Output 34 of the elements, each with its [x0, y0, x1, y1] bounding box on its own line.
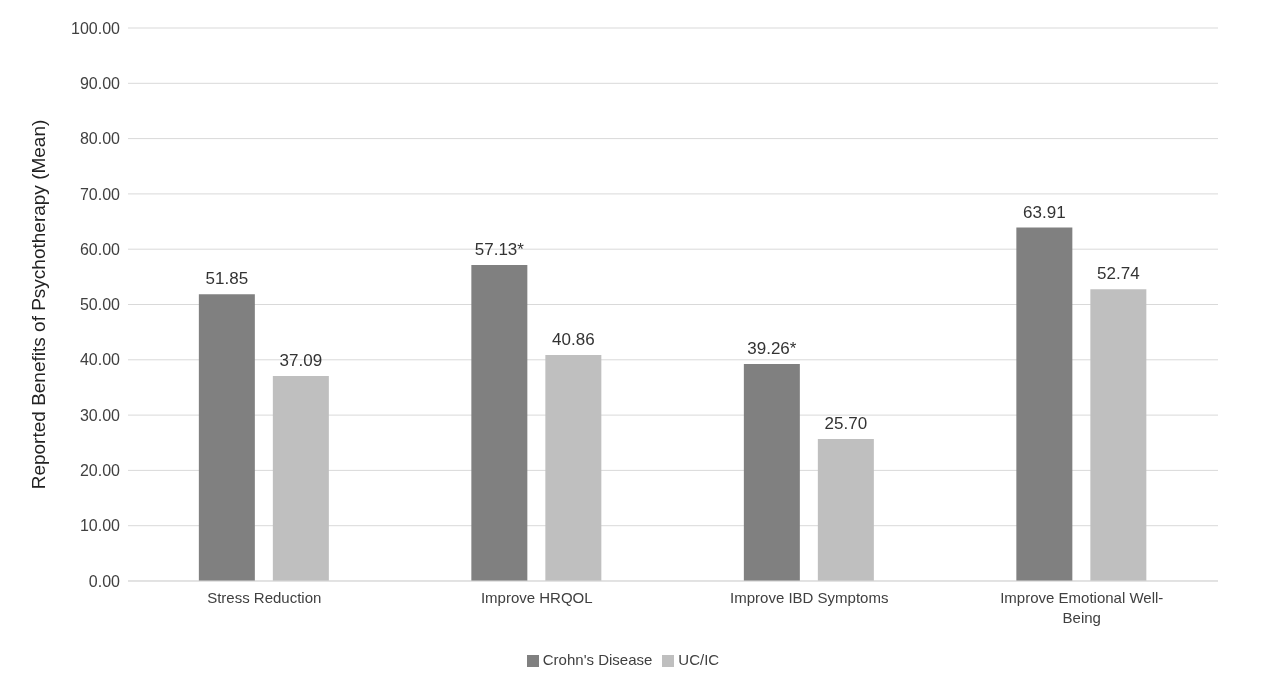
bar: [272, 375, 329, 581]
bar: [1090, 289, 1147, 581]
data-label: 39.26*: [747, 338, 797, 358]
data-label: 52.74: [1097, 264, 1140, 284]
y-tick-label: 70.00: [79, 185, 121, 203]
y-tick-label: 80.00: [79, 130, 121, 148]
y-tick-label: 30.00: [79, 406, 121, 424]
y-tick-label: 10.00: [79, 517, 121, 535]
data-label: 57.13*: [474, 240, 525, 260]
y-axis-title: Reported Benefits of Psychotherapy (Mean): [27, 119, 49, 490]
bar: [545, 355, 602, 581]
x-tick-label: Improve Emotional Well-Being: [1000, 589, 1164, 626]
x-tick-label: Improve HRQOL: [480, 589, 593, 606]
legend-label: Crohn's Disease: [542, 651, 653, 668]
bar: [743, 363, 800, 581]
data-label: 25.70: [824, 413, 868, 433]
y-tick-label: 20.00: [79, 462, 121, 480]
data-label: 51.85: [205, 269, 249, 289]
y-tick-label: 40.00: [79, 351, 121, 369]
y-tick-label: 90.00: [79, 74, 121, 92]
bar: [1016, 227, 1073, 581]
data-label: 63.91: [1023, 202, 1066, 222]
legend-label: UC/IC: [678, 651, 720, 668]
data-label: 40.86: [552, 330, 595, 350]
y-tick-label: 100.00: [71, 19, 121, 37]
bar: [471, 265, 528, 581]
bar: [817, 438, 874, 581]
y-tick-label: 0.00: [88, 572, 121, 590]
data-label: 37.09: [279, 350, 323, 370]
bar: [198, 294, 255, 581]
y-tick-label: 60.00: [79, 240, 121, 258]
x-tick-label: Stress Reduction: [207, 589, 322, 606]
x-tick-label: Improve IBD Symptoms: [730, 589, 889, 606]
y-tick-label: 50.00: [79, 296, 121, 314]
